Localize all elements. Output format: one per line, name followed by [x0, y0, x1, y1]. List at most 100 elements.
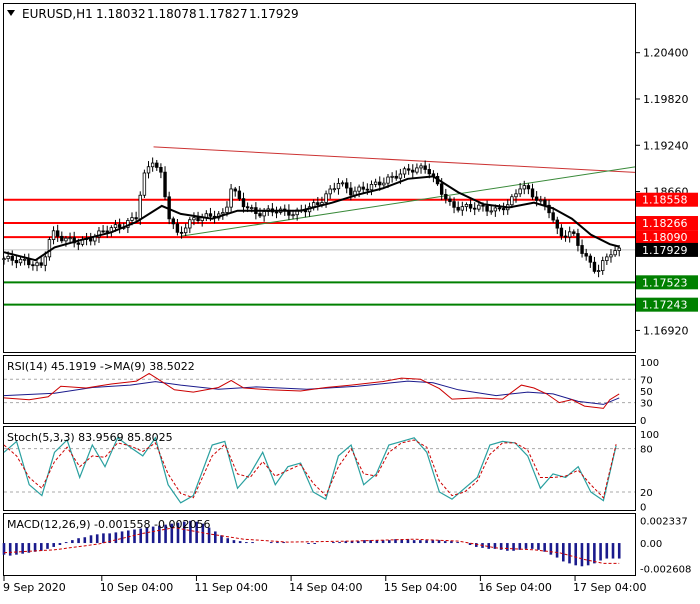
candle-body: [192, 217, 196, 221]
time-tick-label: 14 Sep 04:00: [289, 581, 362, 594]
ohlc-close: 1.17929: [249, 7, 299, 21]
candle-body: [477, 204, 481, 210]
candle-body: [605, 256, 609, 262]
candle-body: [448, 198, 452, 203]
level-tag: [636, 192, 698, 207]
rsi-tick-label: 50: [640, 387, 653, 398]
candle-body: [473, 207, 477, 210]
candle-body: [43, 256, 47, 266]
candle-body: [150, 162, 155, 168]
time-axis: 9 Sep 2020 10 Sep 04:00 11 Sep 04:00 14 Sep…: [3, 576, 646, 594]
symbol-label: EURUSD,H1: [22, 7, 93, 21]
candle-body: [369, 183, 374, 191]
candle-body: [163, 171, 167, 198]
candle-body: [464, 204, 469, 208]
candle-body: [481, 204, 485, 207]
rsi-pane-frame: [3, 355, 636, 424]
candle-body: [274, 211, 279, 214]
stoch-label: Stoch(5,3,3) 83.9569 85.8025: [7, 431, 173, 444]
level-tag-label: 1.17523: [642, 276, 688, 289]
candle-body: [559, 227, 564, 237]
time-tick-label: 11 Sep 04:00: [194, 581, 267, 594]
candle-body: [390, 175, 394, 178]
candle-body: [237, 190, 242, 199]
candle-body: [547, 204, 551, 214]
candle-body: [411, 169, 415, 173]
candle-body: [113, 224, 118, 229]
price-tick-label: 1.19820: [643, 93, 689, 106]
rsi-label: RSI(14) 45.1919 ->MA(9) 38.5022: [7, 360, 195, 373]
candle-body: [543, 199, 547, 206]
candle-body: [402, 168, 407, 175]
candle-body: [514, 193, 518, 198]
candle-body: [386, 176, 390, 184]
candle-body: [365, 188, 370, 191]
macd-pane: 0.002337 0.00 -0.002608: [2, 516, 691, 575]
rsi-tick-label: 0: [640, 416, 646, 427]
candle-body: [539, 199, 543, 202]
macd-signal-line: [3, 527, 620, 564]
candle-body: [241, 198, 246, 208]
ohlc-high: 1.18078: [147, 7, 197, 21]
candle-body: [456, 206, 460, 211]
candle-body: [14, 259, 19, 264]
candle-body: [171, 218, 175, 225]
candle-body: [188, 219, 192, 229]
candle-body: [580, 245, 584, 254]
candle-body: [555, 219, 559, 229]
rsi-tick-label: 100: [640, 358, 659, 369]
candle-body: [97, 230, 101, 238]
level-tag-label: 1.18266: [642, 217, 688, 230]
candle-body: [179, 231, 184, 234]
level-tag: [636, 216, 698, 231]
candle-body: [130, 217, 134, 221]
candle-body: [522, 185, 526, 190]
candle-body: [324, 193, 328, 203]
candle-body: [601, 260, 605, 271]
candle-body: [349, 187, 353, 196]
rsi-ma-line: [3, 380, 620, 405]
candle-body: [22, 258, 27, 261]
current-price-label: 1.17929: [642, 244, 688, 257]
trendline: [180, 166, 636, 237]
collapse-triangle-icon[interactable]: [7, 10, 15, 16]
price-tick-label: 1.20400: [643, 47, 689, 60]
macd-tick-label: 0.00: [640, 539, 662, 550]
level-tag-label: 1.17243: [642, 299, 688, 312]
candle-body: [444, 193, 448, 200]
candle-body: [493, 207, 498, 212]
candle-body: [584, 253, 588, 257]
candle-body: [225, 206, 229, 213]
candle-body: [208, 213, 213, 217]
candle-body: [10, 255, 14, 261]
stoch-tick-label: 0: [640, 502, 646, 513]
candle-body: [35, 262, 39, 267]
candle-body: [316, 202, 320, 205]
macd-tick-label: -0.002608: [640, 564, 691, 575]
rsi-tick-label: 30: [640, 399, 653, 410]
candle-body: [64, 237, 68, 242]
candle-body: [291, 214, 295, 217]
rsi-line: [3, 372, 620, 409]
candle-body: [427, 169, 431, 175]
level-tag-label: 1.18558: [642, 194, 688, 207]
level-tag: [636, 275, 698, 290]
time-tick-label: 15 Sep 04:00: [384, 581, 457, 594]
candle-body: [336, 183, 341, 190]
time-tick-label: 9 Sep 2020: [3, 581, 66, 594]
candle-body: [2, 258, 6, 261]
candle-body: [31, 264, 35, 267]
candle-body: [378, 181, 382, 186]
candle-body: [489, 210, 493, 213]
candle-body: [68, 237, 72, 240]
price-pane-frame: [3, 3, 636, 353]
candle-body: [398, 173, 403, 179]
candle-body: [460, 206, 465, 211]
candle-body: [534, 196, 539, 201]
macd-pane-frame: [3, 513, 636, 576]
candle-body: [609, 254, 613, 258]
candle-body: [105, 230, 109, 233]
candle-body: [613, 250, 617, 256]
